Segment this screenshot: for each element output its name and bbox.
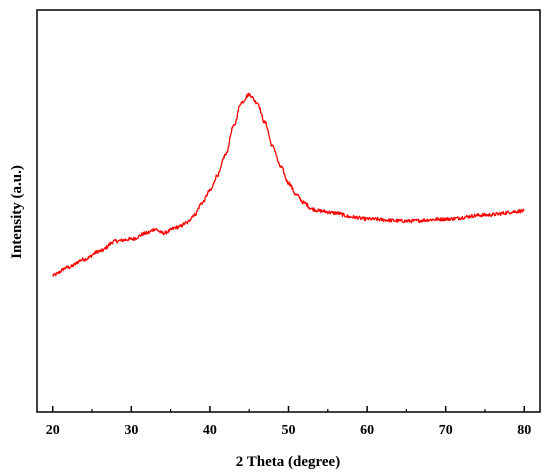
x-axis-title: 2 Theta (degree) xyxy=(236,454,340,470)
x-tick-label: 80 xyxy=(517,423,531,438)
series-line-0 xyxy=(52,92,525,277)
x-tick-label: 70 xyxy=(439,423,453,438)
x-tick-label: 30 xyxy=(124,423,138,438)
series-layer xyxy=(52,92,525,277)
x-tick-label: 20 xyxy=(46,423,60,438)
x-tick-label: 50 xyxy=(282,423,296,438)
x-tick-label: 60 xyxy=(360,423,374,438)
plot-frame xyxy=(36,9,541,413)
y-axis-title: Intensity (a.u.) xyxy=(9,165,25,259)
x-axis-ticks: 20 30 40 50 60 70 80 xyxy=(46,406,531,438)
x-tick-label: 40 xyxy=(203,423,217,438)
